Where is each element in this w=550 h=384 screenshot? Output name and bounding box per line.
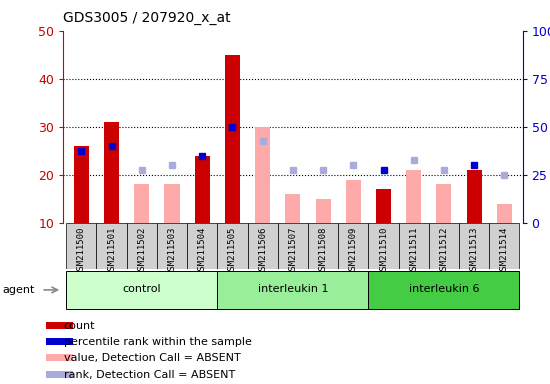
Bar [104,122,119,223]
FancyBboxPatch shape [96,223,127,269]
FancyBboxPatch shape [278,223,308,269]
Bar [376,189,391,223]
Text: GSM211509: GSM211509 [349,227,358,275]
FancyBboxPatch shape [217,271,368,309]
Bar [466,170,482,223]
Bar [316,199,331,223]
Bar [225,55,240,223]
Bar [46,322,73,329]
Text: GSM211506: GSM211506 [258,227,267,275]
Bar [346,180,361,223]
FancyBboxPatch shape [308,223,338,269]
Bar [497,204,512,223]
Text: GSM211511: GSM211511 [409,227,418,275]
Text: agent: agent [3,285,35,295]
Text: GSM211513: GSM211513 [470,227,478,275]
Text: GSM211510: GSM211510 [379,227,388,275]
Text: GSM211504: GSM211504 [198,227,207,275]
Bar [195,156,210,223]
Text: GSM211505: GSM211505 [228,227,237,275]
Text: GSM211503: GSM211503 [168,227,177,275]
Bar [46,338,73,345]
Text: GSM211507: GSM211507 [288,227,298,275]
Text: GSM211514: GSM211514 [500,227,509,275]
FancyBboxPatch shape [368,271,520,309]
Text: GSM211512: GSM211512 [439,227,448,275]
FancyBboxPatch shape [338,223,368,269]
Text: value, Detection Call = ABSENT: value, Detection Call = ABSENT [63,353,240,363]
FancyBboxPatch shape [187,223,217,269]
Bar [164,184,179,223]
Bar [285,194,300,223]
FancyBboxPatch shape [157,223,187,269]
FancyBboxPatch shape [248,223,278,269]
Text: GSM211501: GSM211501 [107,227,116,275]
Bar [436,184,452,223]
FancyBboxPatch shape [490,223,520,269]
Text: interleukin 6: interleukin 6 [409,284,479,294]
Text: GSM211502: GSM211502 [138,227,146,275]
FancyBboxPatch shape [126,223,157,269]
Text: rank, Detection Call = ABSENT: rank, Detection Call = ABSENT [63,369,235,379]
FancyBboxPatch shape [399,223,429,269]
Text: interleukin 1: interleukin 1 [257,284,328,294]
Text: percentile rank within the sample: percentile rank within the sample [63,337,251,347]
Text: count: count [63,321,95,331]
Bar [46,354,73,361]
Text: control: control [123,284,161,294]
FancyBboxPatch shape [217,223,248,269]
Bar [255,127,270,223]
Bar [74,146,89,223]
FancyBboxPatch shape [66,223,96,269]
FancyBboxPatch shape [429,223,459,269]
Text: GSM211500: GSM211500 [77,227,86,275]
Bar [134,184,150,223]
FancyBboxPatch shape [66,271,217,309]
Text: GSM211508: GSM211508 [318,227,328,275]
FancyBboxPatch shape [368,223,399,269]
FancyBboxPatch shape [459,223,490,269]
Bar [46,371,73,378]
Text: GDS3005 / 207920_x_at: GDS3005 / 207920_x_at [63,11,231,25]
Bar [406,170,421,223]
